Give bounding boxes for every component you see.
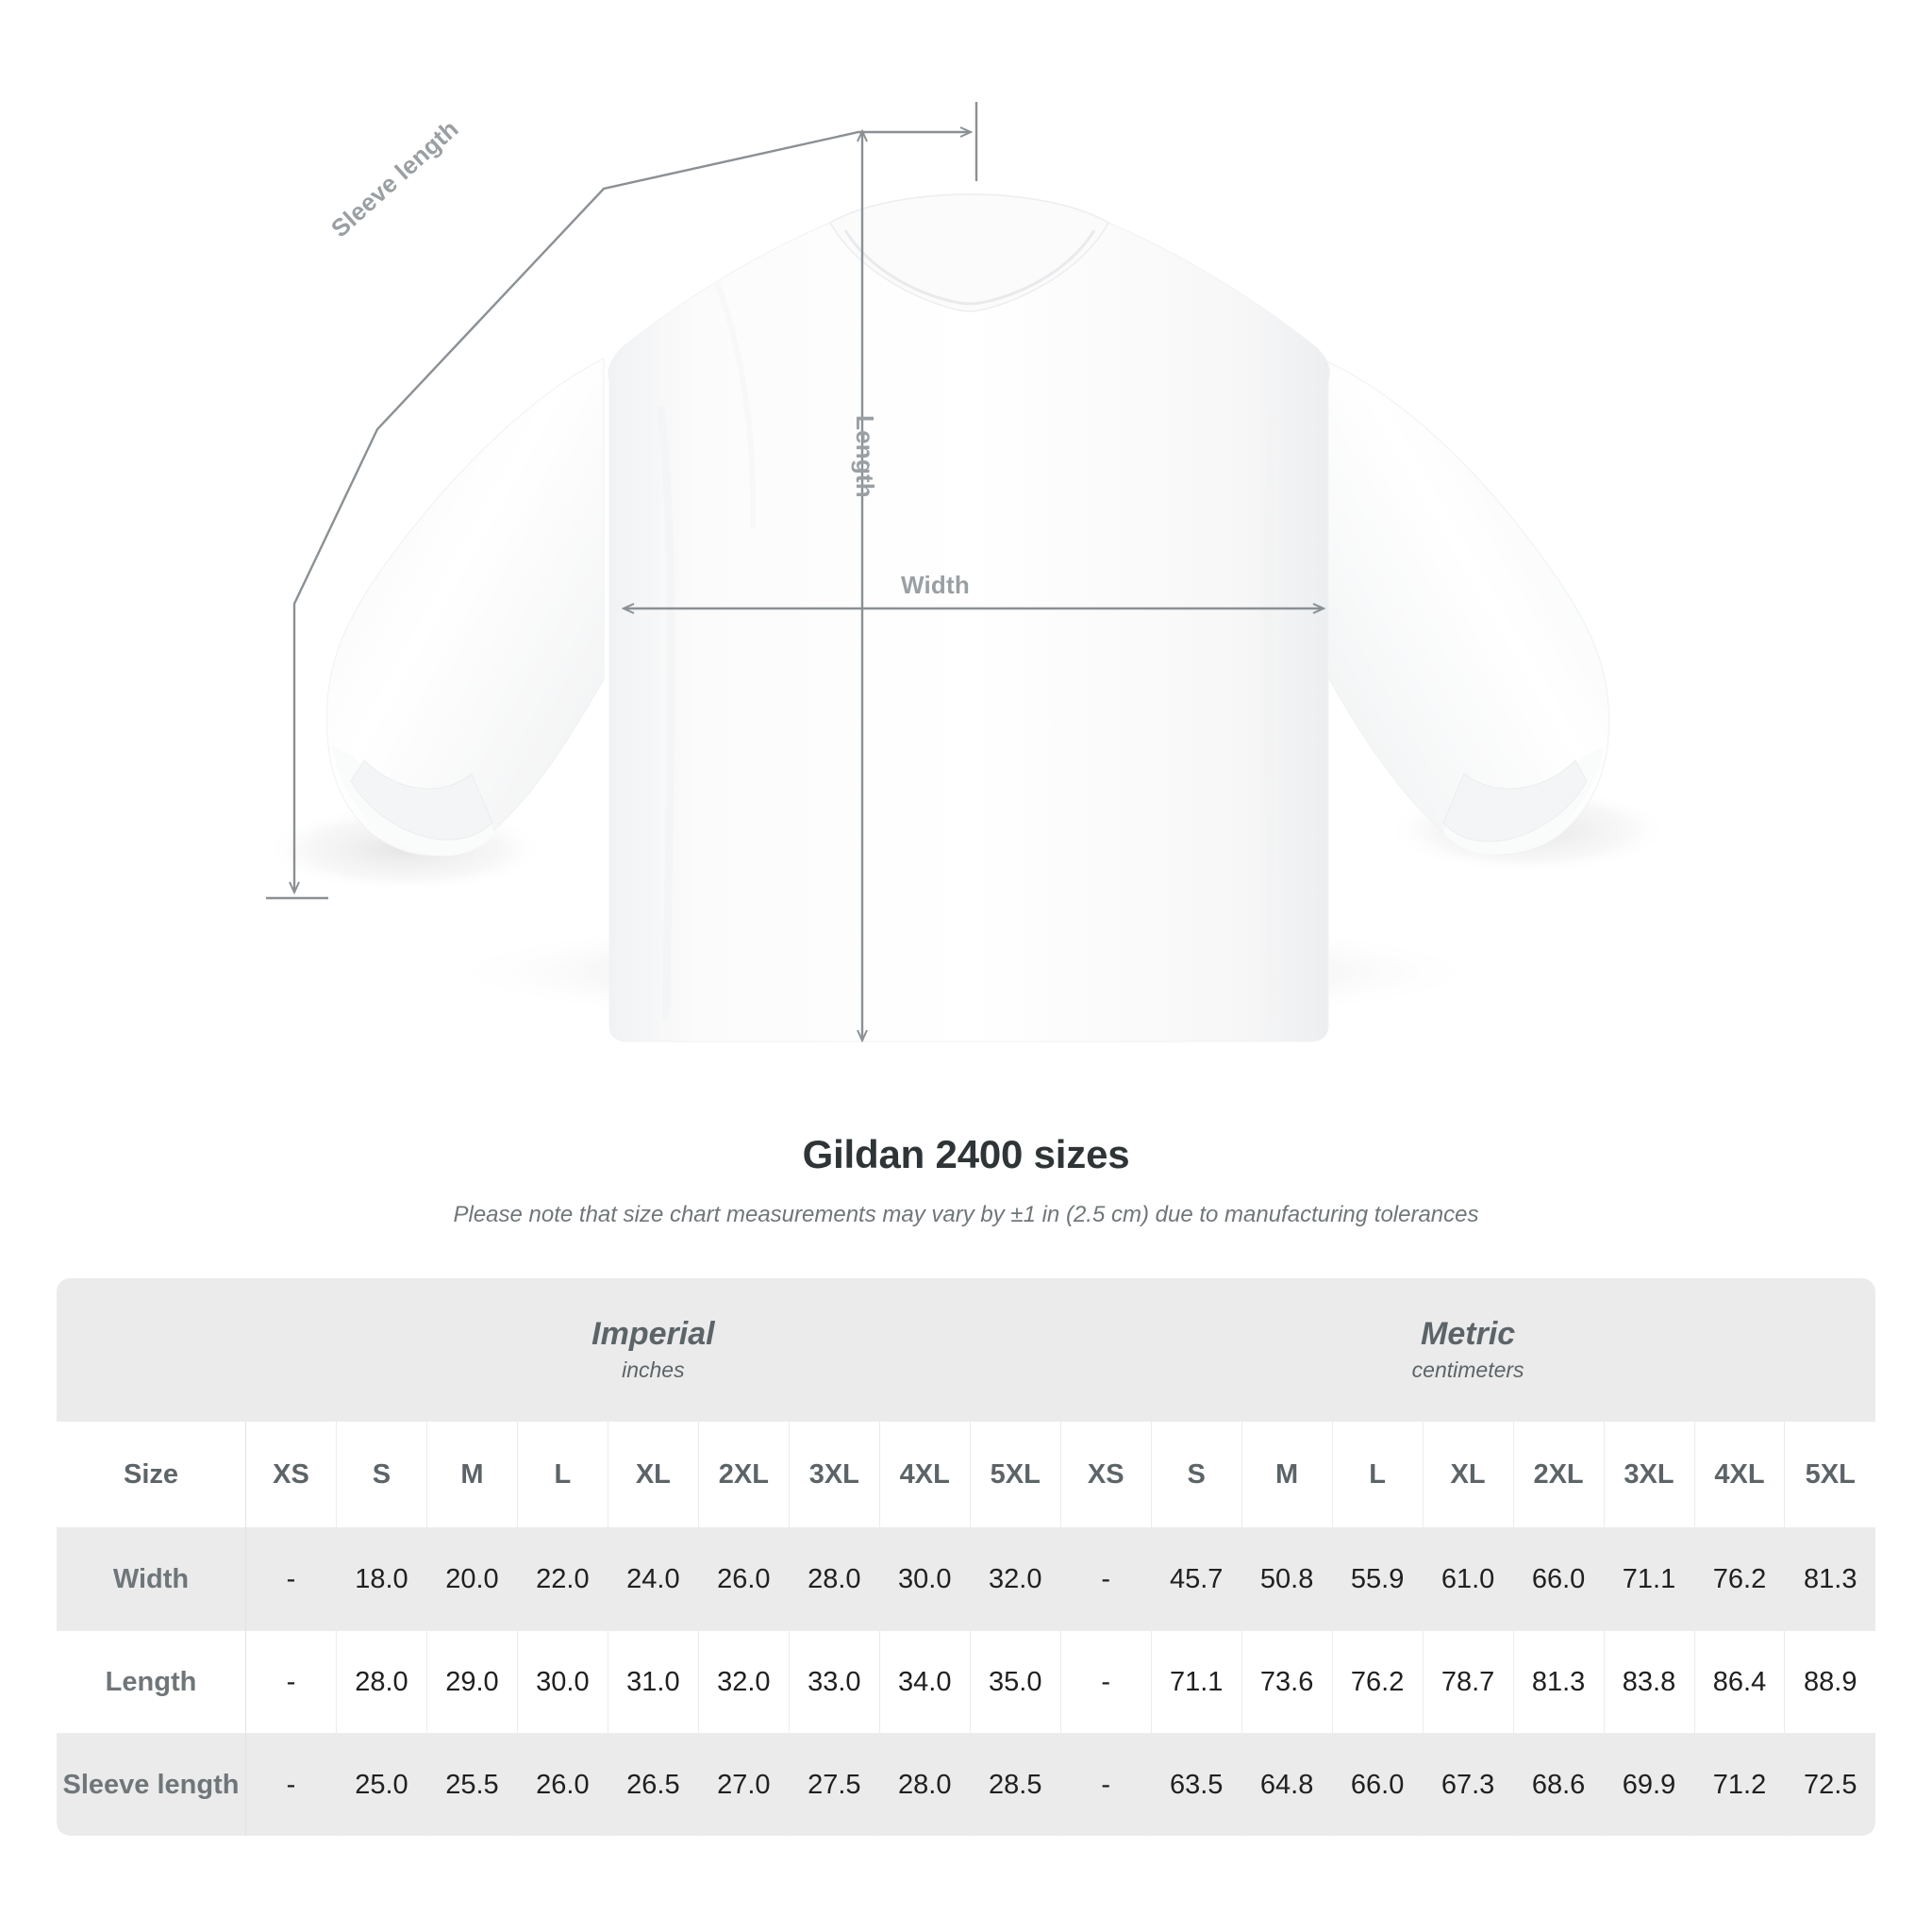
- measurement-cell: 88.9: [1784, 1630, 1875, 1734]
- measurement-cell: -: [245, 1630, 337, 1734]
- measurement-cell: 26.0: [517, 1733, 608, 1836]
- measurement-cell: 27.5: [789, 1733, 880, 1836]
- tolerance-note: Please note that size chart measurements…: [453, 1202, 1479, 1227]
- measurement-cell: 27.0: [698, 1733, 790, 1836]
- measurement-cell: 55.9: [1332, 1527, 1424, 1631]
- size-header-cell: 3XL: [1604, 1422, 1695, 1528]
- unit-name: Imperial: [591, 1315, 715, 1352]
- size-header-cell: 4XL: [879, 1422, 971, 1528]
- measurement-cell: 50.8: [1241, 1527, 1333, 1631]
- measurement-cell: 32.0: [698, 1630, 790, 1734]
- measurement-cell: 31.0: [608, 1630, 699, 1734]
- measurement-cell: 72.5: [1784, 1733, 1875, 1836]
- size-header-cell: 5XL: [1784, 1422, 1875, 1528]
- measurement-cell: 86.4: [1694, 1630, 1786, 1734]
- measurement-cell: -: [1059, 1527, 1152, 1631]
- measurement-cell: -: [245, 1527, 337, 1631]
- size-header-cell: S: [336, 1422, 427, 1528]
- measurement-cell: -: [1059, 1733, 1152, 1836]
- size-header-cell: XL: [608, 1422, 699, 1528]
- measurement-cell: 66.0: [1513, 1527, 1605, 1631]
- table-row: Sleeve length -25.0 25.5 26.0 26.5 27.0 27.5 28…: [57, 1733, 1875, 1836]
- unit-header-row: Imperial inches Metric centimeters: [57, 1278, 1875, 1422]
- size-header-cell: XL: [1423, 1422, 1514, 1528]
- size-header-cell: XS: [1059, 1422, 1152, 1528]
- measurement-cell: -: [1059, 1630, 1152, 1734]
- measurement-cell: 30.0: [879, 1527, 971, 1631]
- measurement-cell: 71.1: [1151, 1630, 1242, 1734]
- measurement-cell: 67.3: [1423, 1733, 1514, 1836]
- measurement-cell: 76.2: [1694, 1527, 1786, 1631]
- measurement-cell: 32.0: [970, 1527, 1061, 1631]
- unit-header-spacer: [57, 1278, 246, 1422]
- measurement-cell: 69.9: [1604, 1733, 1695, 1836]
- size-header-cell: 4XL: [1694, 1422, 1786, 1528]
- measurement-row-label: Width: [57, 1527, 246, 1631]
- size-header-cell: 2XL: [698, 1422, 790, 1528]
- measurement-cell: 81.3: [1513, 1630, 1605, 1734]
- measurement-cell: 20.0: [426, 1527, 518, 1631]
- measurement-cell: 76.2: [1332, 1630, 1424, 1734]
- size-header-cell: L: [1332, 1422, 1424, 1528]
- unit-name: Metric: [1421, 1315, 1516, 1352]
- garment-illustration: [264, 102, 1670, 1113]
- size-chart-table: Imperial inches Metric centimeters Size XS S M L…: [57, 1278, 1875, 1836]
- length-dimension-label: Length: [851, 415, 879, 498]
- measurement-row-label: Sleeve length: [57, 1733, 246, 1836]
- size-header-cell: XS: [245, 1422, 337, 1528]
- measurement-cell: 63.5: [1151, 1733, 1242, 1836]
- measurement-cell: 78.7: [1423, 1630, 1514, 1734]
- measurement-cell: 24.0: [608, 1527, 699, 1631]
- width-dimension-label: Width: [901, 571, 970, 599]
- page-title: Gildan 2400 sizes: [802, 1132, 1130, 1176]
- size-chart-table-container: Imperial inches Metric centimeters Size XS S M L…: [57, 1278, 1875, 1836]
- size-header-cell: L: [517, 1422, 608, 1528]
- measurement-cell: 83.8: [1604, 1630, 1695, 1734]
- size-header-row: Size XS S M L XL 2XL 3XL 4XL 5XL XS S M L XL 2XL 3XL 4XL 5…: [57, 1422, 1875, 1528]
- measurement-cell: 34.0: [879, 1630, 971, 1734]
- measurement-cell: 81.3: [1784, 1527, 1875, 1631]
- measurement-cell: 29.0: [426, 1630, 518, 1734]
- table-row: Length -28.0 29.0 30.0 31.0 32.0 33.0 34.0 35.0-…: [57, 1630, 1875, 1734]
- measurement-cell: 71.2: [1694, 1733, 1786, 1836]
- measurement-cell: 73.6: [1241, 1630, 1333, 1734]
- size-header-cell: 2XL: [1513, 1422, 1605, 1528]
- measurement-cell: 35.0: [970, 1630, 1061, 1734]
- unit-header-metric: Metric centimeters: [1060, 1278, 1875, 1422]
- measurement-cell: 66.0: [1332, 1733, 1424, 1836]
- unit-header-imperial: Imperial inches: [245, 1278, 1061, 1422]
- measurement-cell: 61.0: [1423, 1527, 1514, 1631]
- measurement-cell: 26.0: [698, 1527, 790, 1631]
- measurement-cell: 18.0: [336, 1527, 427, 1631]
- measurement-cell: 26.5: [608, 1733, 699, 1836]
- size-header-cell: 5XL: [970, 1422, 1061, 1528]
- table-row: Width -18.0 20.0 22.0 24.0 26.0 28.0 30.0 32.0-4…: [57, 1527, 1875, 1631]
- unit-subtitle: inches: [622, 1357, 685, 1382]
- size-header-cell: 3XL: [789, 1422, 880, 1528]
- measurement-cell: -: [245, 1733, 337, 1836]
- unit-subtitle: centimeters: [1411, 1357, 1524, 1382]
- measurement-cell: 22.0: [517, 1527, 608, 1631]
- measurement-cell: 25.0: [336, 1733, 427, 1836]
- measurement-cell: 71.1: [1604, 1527, 1695, 1631]
- measurement-cell: 30.0: [517, 1630, 608, 1734]
- garment-diagram: Sleeve length Length Width: [264, 102, 1670, 1113]
- measurement-row-label: Length: [57, 1630, 246, 1734]
- measurement-cell: 28.5: [970, 1733, 1061, 1836]
- measurement-cell: 28.0: [879, 1733, 971, 1836]
- measurement-cell: 45.7: [1151, 1527, 1242, 1631]
- size-header-cell: S: [1151, 1422, 1242, 1528]
- size-header-label: Size: [57, 1422, 246, 1528]
- measurement-cell: 28.0: [336, 1630, 427, 1734]
- measurement-cell: 33.0: [789, 1630, 880, 1734]
- measurement-cell: 25.5: [426, 1733, 518, 1836]
- size-header-cell: M: [1241, 1422, 1333, 1528]
- size-header-cell: M: [426, 1422, 518, 1528]
- measurement-cell: 28.0: [789, 1527, 880, 1631]
- measurement-cell: 64.8: [1241, 1733, 1333, 1836]
- chart-header: Gildan 2400 sizes Please note that size …: [0, 1132, 1932, 1228]
- measurement-cell: 68.6: [1513, 1733, 1605, 1836]
